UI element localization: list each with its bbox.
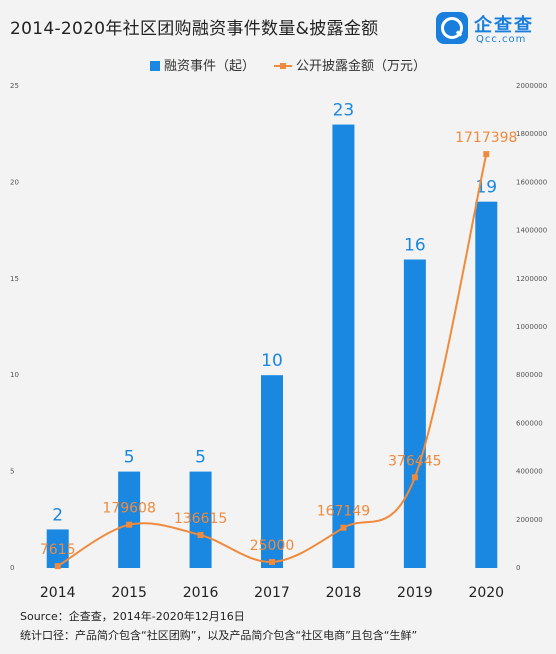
y-left-tick-label: 20 [10, 178, 19, 186]
legend-bar-label: 融资事件（起） [164, 59, 256, 74]
y-right-tick-label: 1000000 [516, 323, 547, 331]
bar-value-label: 5 [195, 448, 206, 468]
line-value-label: 179608 [102, 501, 155, 517]
line-value-label: 136615 [174, 511, 227, 527]
y-right-tick-label: 1200000 [516, 275, 547, 283]
bar [261, 375, 283, 568]
bar [118, 471, 141, 568]
y-right-tick-label: 0 [516, 564, 520, 572]
y-right-tick-label: 1800000 [516, 130, 547, 138]
line-point [340, 524, 347, 531]
y-left-tick-label: 25 [10, 82, 19, 90]
y-right-tick-label: 800000 [516, 371, 543, 379]
legend-line-label: 公开披露金额（万元） [296, 59, 427, 74]
brand-name: 企查查 [474, 15, 534, 36]
bar [332, 124, 355, 568]
line-value-label: 25000 [250, 538, 295, 554]
y-right-tick-label: 400000 [516, 468, 543, 476]
line-series [54, 151, 490, 570]
y-right-tick-label: 600000 [516, 419, 543, 427]
y-left-tick-label: 0 [10, 564, 14, 572]
y-axis-left: 0 5 10 15 20 25 [10, 82, 19, 572]
line-point [269, 558, 275, 565]
line-value-label: 1717398 [455, 130, 517, 146]
y-right-tick-label: 2000000 [516, 82, 547, 90]
x-tick-label: 2018 [326, 585, 362, 601]
x-tick-label: 2019 [397, 585, 433, 601]
line-point [54, 563, 61, 570]
bar-value-label: 10 [261, 351, 283, 371]
brand-logo: 企查查 Qcc.com [436, 12, 548, 52]
bar [475, 201, 498, 568]
legend-bar-swatch [150, 61, 160, 71]
y-right-tick-label: 1400000 [516, 227, 547, 235]
chart-legend: 融资事件（起） 公开披露金额（万元） [0, 55, 556, 77]
x-axis: 2014 2015 2016 2017 2018 2019 2020 [40, 585, 504, 601]
line-data-labels: 7615 179608 136615 25000 167149 376445 1717398 [40, 130, 518, 558]
line-value-label: 7615 [40, 542, 76, 558]
bar-value-label: 2 [52, 505, 63, 525]
y-left-tick-label: 10 [10, 371, 19, 379]
source-note: Source：企查查，2014年-2020年12月16日 [20, 610, 245, 623]
bar [189, 471, 212, 568]
y-left-tick-label: 15 [10, 275, 19, 283]
methodology-note: 统计口径：产品简介包含“社区团购”，以及产品简介包含“社区电商”且包含“生鲜” [20, 629, 418, 642]
legend-line-marker [280, 63, 286, 69]
x-tick-label: 2014 [40, 585, 76, 601]
x-tick-label: 2020 [468, 585, 504, 601]
line-point [411, 474, 418, 481]
brand-domain: Qcc.com [476, 34, 527, 45]
line-value-label: 167149 [317, 504, 370, 520]
x-tick-label: 2016 [183, 585, 219, 601]
y-right-tick-label: 1600000 [516, 178, 547, 186]
bar-value-label: 16 [404, 236, 426, 256]
qcc-logo-icon [436, 12, 468, 44]
y-left-tick-label: 5 [10, 468, 14, 476]
line-point [197, 532, 204, 539]
line-value-label: 376445 [388, 453, 441, 469]
bar-value-label: 5 [124, 448, 135, 468]
line-point [483, 151, 490, 158]
bar [403, 259, 426, 568]
x-tick-label: 2017 [254, 585, 290, 601]
bar [46, 529, 69, 568]
line-path [57, 153, 488, 568]
y-axis-right: 0 200000 400000 600000 800000 1000000 1200000 1… [516, 82, 547, 572]
y-right-tick-label: 200000 [516, 516, 543, 524]
x-tick-label: 2015 [111, 585, 147, 601]
bar-value-label: 23 [333, 101, 355, 121]
line-point [126, 521, 133, 528]
chart-title: 2014-2020年社区团购融资事件数量&披露金额 [10, 19, 379, 39]
